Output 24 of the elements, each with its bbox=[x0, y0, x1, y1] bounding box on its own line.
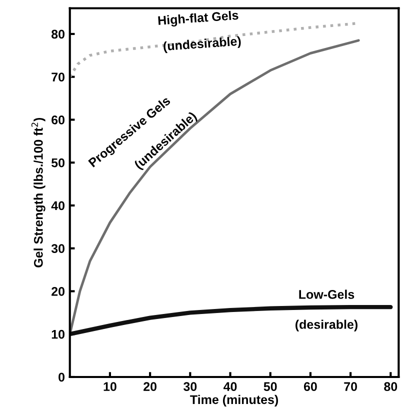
x-tick-label: 10 bbox=[104, 382, 116, 392]
series-label: High-flat Gels bbox=[158, 10, 239, 28]
y-tick-label: 50 bbox=[51, 158, 64, 168]
y-tick-label: 20 bbox=[52, 287, 64, 296]
x-axis-title: Time (minutes) bbox=[190, 394, 278, 407]
x-tick-label: 40 bbox=[224, 382, 237, 392]
y-tick-label: 70 bbox=[52, 72, 64, 82]
x-tick-label: 80 bbox=[384, 382, 398, 392]
x-tick-label: 30 bbox=[184, 382, 197, 392]
x-tick-label: 20 bbox=[144, 382, 157, 392]
y-tick-label: 80 bbox=[52, 30, 64, 39]
x-tick-label: 50 bbox=[264, 382, 277, 392]
annotation: (desirable) bbox=[296, 320, 358, 332]
series-label: Low-Gels bbox=[299, 290, 354, 299]
y-tick-label: 0 bbox=[58, 372, 64, 382]
annotation: (undesirable) bbox=[163, 36, 242, 54]
x-tick-label: 70 bbox=[344, 382, 357, 392]
y-tick-label: 30 bbox=[51, 244, 64, 254]
y-tick-label: 10 bbox=[52, 330, 64, 339]
y-axis-title: Gel Strength (lbs./100 ft$^{2}$) bbox=[31, 118, 46, 268]
line-series bbox=[70, 305, 393, 336]
x-tick-label: 60 bbox=[304, 382, 317, 392]
y-tick-label: 40 bbox=[51, 201, 64, 210]
y-tick-label: 60 bbox=[52, 116, 64, 124]
